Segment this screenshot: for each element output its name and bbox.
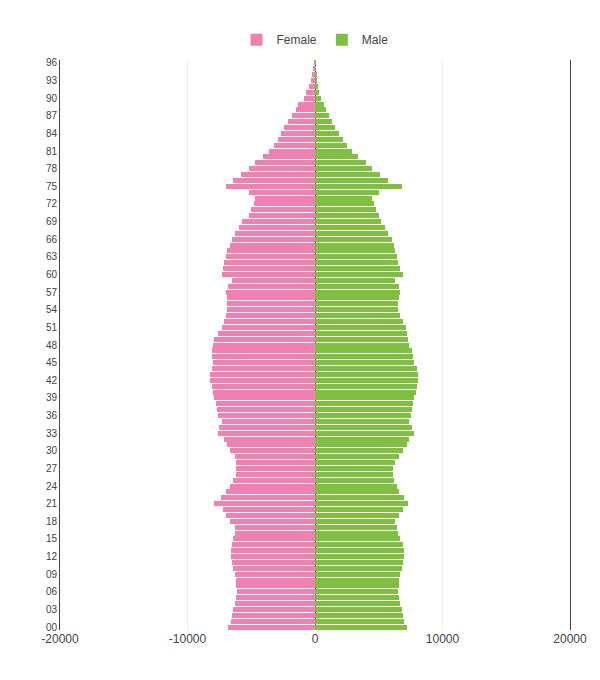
svg-text:12: 12	[46, 551, 58, 562]
svg-text:15: 15	[46, 533, 58, 544]
svg-text:87: 87	[46, 110, 58, 121]
svg-text:36: 36	[46, 410, 58, 421]
svg-text:03: 03	[46, 604, 58, 615]
svg-text:81: 81	[46, 146, 58, 157]
svg-text:06: 06	[46, 586, 58, 597]
svg-text:09: 09	[46, 569, 58, 580]
svg-text:Female: Female	[277, 33, 317, 47]
svg-text:Male: Male	[362, 33, 388, 47]
svg-text:69: 69	[46, 216, 58, 227]
svg-text:0: 0	[312, 632, 319, 646]
svg-text:54: 54	[46, 304, 58, 315]
svg-text:90: 90	[46, 93, 58, 104]
svg-text:20000: 20000	[553, 632, 587, 646]
svg-text:00: 00	[46, 622, 58, 633]
svg-text:66: 66	[46, 234, 58, 245]
svg-text:30: 30	[46, 445, 58, 456]
svg-text:-10000: -10000	[169, 632, 207, 646]
svg-text:48: 48	[46, 340, 58, 351]
svg-text:-20000: -20000	[41, 632, 79, 646]
svg-text:75: 75	[46, 181, 58, 192]
svg-text:10000: 10000	[426, 632, 460, 646]
svg-text:33: 33	[46, 428, 58, 439]
svg-text:27: 27	[46, 463, 58, 474]
svg-text:39: 39	[46, 392, 58, 403]
svg-text:21: 21	[46, 498, 58, 509]
svg-text:51: 51	[46, 322, 58, 333]
svg-text:84: 84	[46, 128, 58, 139]
svg-text:60: 60	[46, 269, 58, 280]
svg-text:18: 18	[46, 516, 58, 527]
svg-text:63: 63	[46, 251, 58, 262]
svg-text:45: 45	[46, 357, 58, 368]
svg-text:57: 57	[46, 287, 58, 298]
svg-text:96: 96	[46, 57, 58, 68]
svg-text:24: 24	[46, 481, 58, 492]
svg-text:42: 42	[46, 375, 58, 386]
svg-text:72: 72	[46, 198, 58, 209]
svg-text:93: 93	[46, 75, 58, 86]
svg-text:78: 78	[46, 163, 58, 174]
